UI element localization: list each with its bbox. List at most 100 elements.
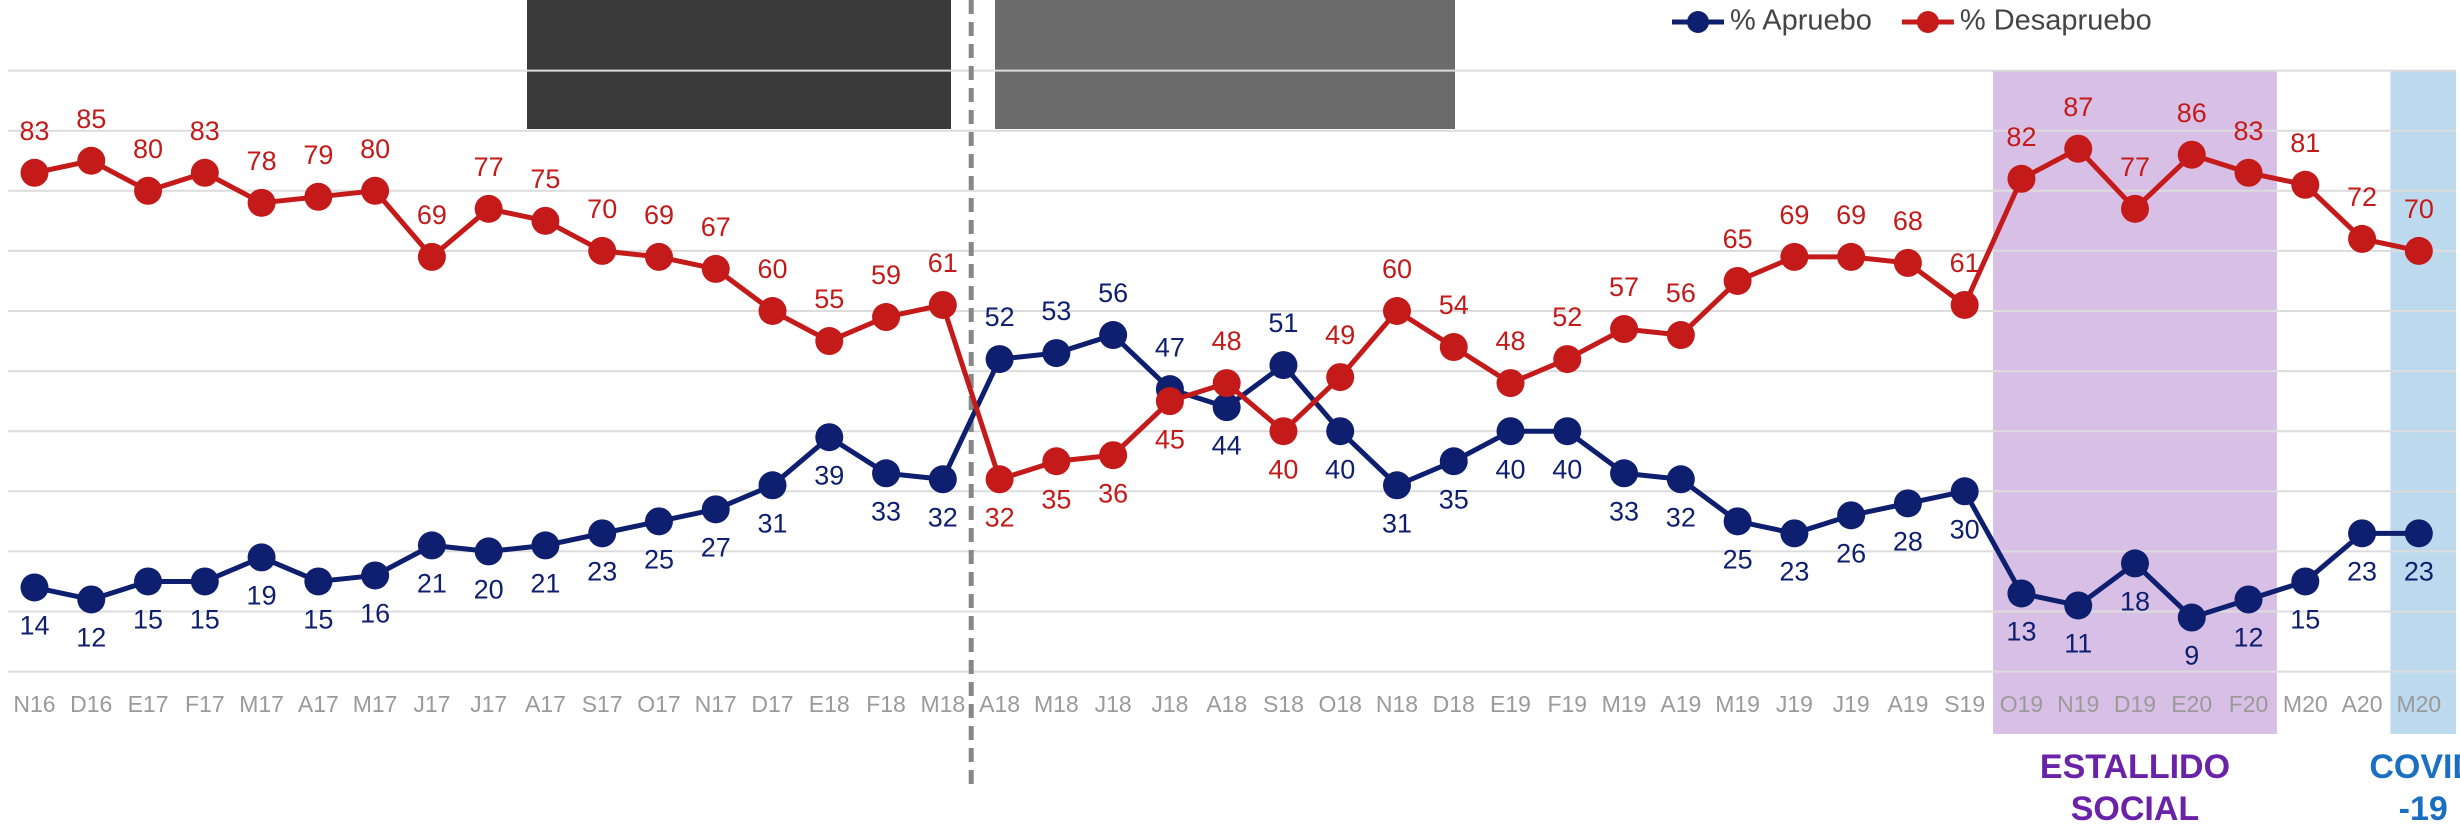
data-point	[1780, 519, 1809, 548]
x-tick-label: E18	[809, 691, 850, 717]
data-point	[2177, 603, 2206, 632]
data-point	[2234, 585, 2263, 614]
x-tick-label: O18	[1318, 691, 1361, 717]
data-label: 70	[2404, 194, 2434, 224]
data-point	[417, 531, 446, 560]
x-tick-label: N18	[1376, 691, 1418, 717]
data-point	[1553, 345, 1582, 374]
data-point	[20, 573, 49, 602]
data-point	[1212, 393, 1241, 422]
period-label: SOCIAL	[2071, 790, 2199, 828]
data-label: 83	[190, 116, 220, 146]
x-tick-label: J19	[1833, 691, 1870, 717]
data-label: 77	[2120, 152, 2150, 182]
data-point	[2007, 579, 2036, 608]
x-tick-label: F20	[2229, 691, 2269, 717]
x-tick-label: M19	[1602, 691, 1647, 717]
data-point	[1780, 242, 1809, 271]
data-point	[77, 146, 106, 175]
data-label: 27	[701, 532, 731, 562]
period-label: -19	[2399, 790, 2448, 828]
x-tick-label: A20	[2342, 691, 2383, 717]
data-point	[134, 567, 163, 596]
data-label: 86	[2177, 98, 2207, 128]
data-label: 47	[1155, 332, 1185, 362]
data-point	[1042, 447, 1071, 476]
data-point	[2348, 224, 2377, 253]
data-label: 81	[2290, 128, 2320, 158]
x-tick-label: E17	[128, 691, 169, 717]
data-point	[1155, 387, 1184, 416]
data-point	[1723, 266, 1752, 295]
data-point	[872, 459, 901, 488]
data-label: 57	[1609, 272, 1639, 302]
x-tick-label: S17	[582, 691, 623, 717]
data-label: 12	[2234, 623, 2264, 653]
data-point	[1893, 248, 1922, 277]
data-point	[1950, 477, 1979, 506]
data-label: 59	[871, 260, 901, 290]
data-label: 77	[474, 152, 504, 182]
x-tick-label: D17	[751, 691, 793, 717]
data-label: 21	[417, 569, 447, 599]
data-label: 56	[1098, 278, 1128, 308]
data-point	[1553, 417, 1582, 446]
data-point	[2064, 134, 2093, 163]
data-point	[1723, 507, 1752, 536]
data-label: 65	[1723, 224, 1753, 254]
photo	[995, 0, 1455, 129]
x-tick-label: D18	[1433, 691, 1475, 717]
data-label: 56	[1666, 278, 1696, 308]
data-point	[1893, 489, 1922, 518]
data-label: 80	[360, 134, 390, 164]
legend-label: % Apruebo	[1730, 5, 1872, 37]
x-tick-label: E20	[2171, 691, 2212, 717]
data-point	[1326, 363, 1355, 392]
data-label: 45	[1155, 424, 1185, 454]
data-point	[20, 158, 49, 187]
data-label: 25	[644, 544, 674, 574]
data-point	[1042, 339, 1071, 368]
data-point	[304, 182, 333, 211]
data-label: 15	[190, 605, 220, 635]
data-point	[928, 465, 957, 494]
x-tick-label: J19	[1776, 691, 1813, 717]
data-point	[872, 303, 901, 332]
x-tick-label: F19	[1547, 691, 1587, 717]
x-tick-label: A19	[1660, 691, 1701, 717]
x-tick-label: M18	[1034, 691, 1079, 717]
data-label: 54	[1439, 290, 1469, 320]
data-point	[1269, 417, 1298, 446]
data-label: 80	[133, 134, 163, 164]
data-point	[1837, 501, 1866, 530]
data-label: 18	[2120, 587, 2150, 617]
data-label: 48	[1212, 326, 1242, 356]
data-point	[361, 176, 390, 205]
data-label: 23	[2347, 556, 2377, 586]
data-point	[2120, 549, 2149, 578]
data-point	[2291, 170, 2320, 199]
data-point	[417, 242, 446, 271]
data-point	[701, 495, 730, 524]
data-point	[985, 345, 1014, 374]
data-point	[1666, 321, 1695, 350]
data-point	[985, 465, 1014, 494]
x-tick-label: D19	[2114, 691, 2156, 717]
x-tick-label: A19	[1887, 691, 1928, 717]
data-label: 40	[1325, 454, 1355, 484]
x-tick-label: F17	[185, 691, 225, 717]
data-point	[588, 519, 617, 548]
data-label: 15	[303, 605, 333, 635]
data-label: 16	[360, 599, 390, 629]
legend-marker	[1687, 11, 1709, 33]
data-label: 15	[133, 605, 163, 635]
data-label: 53	[1041, 296, 1071, 326]
x-tick-label: J17	[413, 691, 450, 717]
data-point	[2120, 194, 2149, 223]
data-point	[2348, 519, 2377, 548]
x-tick-label: A18	[1206, 691, 1247, 717]
data-point	[2234, 158, 2263, 187]
data-label: 30	[1950, 514, 1980, 544]
data-label: 85	[76, 104, 106, 134]
